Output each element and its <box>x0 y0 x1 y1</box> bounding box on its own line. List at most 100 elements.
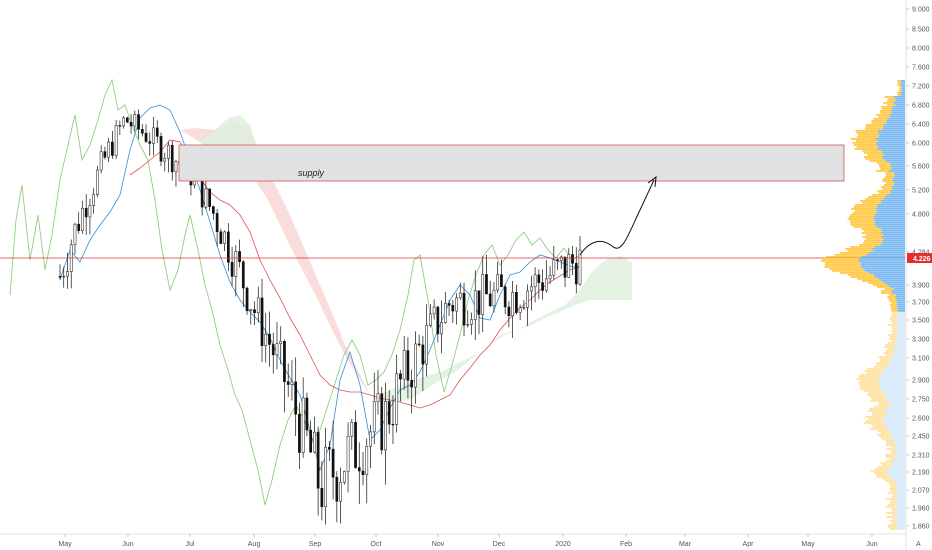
volume-bar-blue <box>879 374 905 376</box>
volume-bar-orange <box>872 284 888 286</box>
volume-bar-blue <box>876 226 905 228</box>
volume-bar-blue <box>884 410 905 412</box>
projection-arrow[interactable] <box>579 175 657 256</box>
volume-bar-orange <box>865 416 884 418</box>
candle <box>395 354 399 433</box>
volume-bar-blue <box>886 194 905 196</box>
volume-bar-blue <box>860 266 905 268</box>
candle <box>58 264 62 280</box>
candle <box>429 303 432 328</box>
x-tick-label: Jul <box>186 541 195 548</box>
y-tick-label: 2.310 <box>912 453 930 460</box>
candle <box>384 382 387 485</box>
x-axis[interactable]: May Jun Jul Aug Sep Oct Nov Dec 2020 Feb Mar Apr May… <box>58 534 878 548</box>
volume-bar-blue <box>885 396 905 398</box>
volume-bar-orange <box>872 426 888 428</box>
candle <box>234 245 238 297</box>
volume-bar-blue <box>877 210 905 212</box>
volume-bar-blue <box>890 166 905 168</box>
volume-bar-orange <box>839 252 870 254</box>
volume-bar-blue <box>894 460 905 462</box>
volume-bar-blue <box>893 346 905 348</box>
volume-bar-orange <box>881 108 893 110</box>
projection-arrow-path[interactable] <box>579 179 655 256</box>
volume-bar-blue <box>894 444 905 446</box>
volume-bar-blue <box>895 296 905 298</box>
volume-bar-blue <box>882 390 905 392</box>
volume-bar-blue <box>889 114 905 116</box>
candle <box>271 332 275 374</box>
volume-bar-orange <box>863 230 883 232</box>
volume-bar-blue <box>873 218 905 220</box>
volume-bar-blue <box>882 230 905 232</box>
volume-bar-blue <box>886 470 905 472</box>
volume-bar-blue <box>894 516 905 518</box>
candle <box>402 336 406 390</box>
volume-bar-orange <box>887 104 896 106</box>
volume-bar-blue <box>897 446 905 448</box>
volume-bar-blue <box>897 450 905 452</box>
volume-bar-blue <box>895 348 905 350</box>
volume-bar-blue <box>889 162 905 164</box>
volume-bar-blue <box>890 116 905 118</box>
y-tick-label: 5.600 <box>912 164 930 171</box>
volume-bar-blue <box>896 304 905 306</box>
volume-bar-blue <box>890 436 905 438</box>
y-axis[interactable]: 9.000 8.500 8.000 7.600 7.200 6.800 6.400 6.000… <box>906 7 930 531</box>
candle <box>500 259 503 288</box>
volume-bar-orange <box>892 494 899 496</box>
volume-bar-orange <box>892 514 899 516</box>
candle <box>283 339 286 413</box>
volume-bar-blue <box>892 178 905 180</box>
volume-bar-blue <box>873 274 905 276</box>
volume-bar-orange <box>877 466 891 468</box>
volume-bar-orange <box>824 264 861 266</box>
volume-bar-orange <box>880 462 892 464</box>
candle <box>238 239 241 268</box>
volume-bar-orange <box>889 528 897 530</box>
volume-bar-blue <box>883 128 905 130</box>
auto-scale-icon[interactable]: A <box>907 535 932 550</box>
volume-bar-orange <box>888 338 896 340</box>
y-tick-label: 2.600 <box>912 416 930 423</box>
volume-bar-blue <box>878 136 905 138</box>
moving-average-line <box>59 104 581 472</box>
candle <box>410 369 414 414</box>
volume-bar-orange <box>883 102 894 104</box>
x-tick-label: Oct <box>371 541 382 548</box>
supply-zone[interactable]: supply <box>178 144 845 182</box>
x-tick-label: 2020 <box>555 541 571 548</box>
volume-bar-orange <box>850 246 875 248</box>
candle <box>62 266 66 288</box>
volume-bar-orange <box>868 196 885 198</box>
volume-bar-blue <box>897 508 905 510</box>
volume-bar-orange <box>876 114 890 116</box>
volume-bar-blue <box>861 256 905 258</box>
volume-bar-orange <box>859 388 881 390</box>
volume-bar-orange <box>859 384 880 386</box>
candle <box>230 246 234 287</box>
volume-bar-orange <box>878 116 891 118</box>
candle <box>174 159 178 187</box>
volume-bar-orange <box>859 374 880 376</box>
volume-bar-orange <box>856 132 879 134</box>
volume-bar-orange <box>865 126 884 128</box>
volume-bar-blue <box>876 206 905 208</box>
volume-bar-orange <box>854 148 878 150</box>
volume-bar-blue <box>895 526 905 528</box>
volume-bar-blue <box>881 242 905 244</box>
volume-bar-orange <box>897 82 901 84</box>
candle <box>563 256 567 288</box>
volume-bar-blue <box>895 104 905 106</box>
volume-bar-orange <box>881 464 893 466</box>
volume-bar-orange <box>884 96 894 98</box>
supply-zone-box[interactable] <box>178 144 845 182</box>
candle <box>473 270 477 341</box>
volume-bar-orange <box>897 94 901 96</box>
volume-bar-orange <box>853 226 877 228</box>
candle <box>204 176 208 210</box>
candle <box>421 335 425 391</box>
volume-bar-blue <box>890 404 905 406</box>
projection-arrow-head <box>647 175 657 188</box>
